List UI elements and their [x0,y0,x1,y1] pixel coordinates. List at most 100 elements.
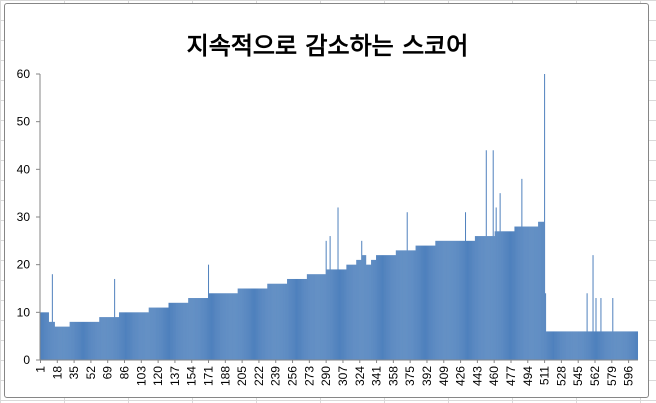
bar [88,321,90,360]
y-tick-label: 0 [23,353,30,367]
bar [431,245,433,360]
bar [98,321,100,360]
bar [217,293,219,360]
bar [523,226,525,360]
bar [374,259,376,360]
bar [602,331,604,360]
y-tick-label: 40 [17,162,31,176]
bar [323,274,325,360]
bar [577,331,579,360]
bar [211,293,212,360]
bar [393,255,395,360]
bar [102,317,104,360]
x-tick-label: 545 [571,366,585,386]
bar [361,240,363,360]
bar [319,274,321,360]
bar [598,331,600,360]
bar [458,240,460,360]
bar [386,255,388,360]
bar [315,274,317,360]
bar [223,293,225,360]
bar [145,312,147,360]
bar [509,231,511,360]
bar [606,331,608,360]
bar [605,331,607,360]
bar [111,317,113,360]
bar [520,226,522,360]
bar [335,269,337,360]
bar [468,240,470,360]
bar [427,245,429,360]
bar [539,221,541,360]
bar [301,278,303,360]
bar [53,321,55,360]
bar [478,236,480,360]
bar [298,278,300,360]
bar [399,250,401,360]
bar [115,317,117,360]
bar [589,331,591,360]
chart-frame[interactable]: 지속적으로 감소하는 스코어 0 10 20 30 40 50 60 1 18 35 52 69 86… [4,3,649,398]
x-tick-label: 307 [336,366,350,386]
bar [447,240,449,360]
bar [127,312,129,360]
bar [356,259,358,360]
bar [52,321,54,360]
bar [547,331,549,360]
bar [154,307,156,360]
bar [107,317,109,360]
bar [93,321,95,360]
bar [576,331,578,360]
bar [322,274,324,360]
bar [104,317,106,360]
bar [617,331,619,360]
bar [542,221,544,360]
y-tick-label: 30 [17,210,31,224]
x-tick-label: 18 [50,366,64,380]
bar [243,288,245,360]
bar [387,255,389,360]
bar [72,321,74,360]
bar [89,321,91,360]
bar [164,307,166,360]
x-tick-label: 273 [302,366,316,386]
bar [106,317,108,360]
bar [369,264,371,360]
bar [71,321,73,360]
bar [608,331,610,360]
bar [83,321,85,360]
bar [57,326,59,360]
bar [570,331,572,360]
bar [245,288,247,360]
bar [321,274,323,360]
bar [329,236,331,360]
bar [137,312,139,360]
bar [158,307,160,360]
bar [317,274,319,360]
bar [467,240,468,360]
bar [241,288,243,360]
bar [168,302,170,360]
bar [381,255,383,360]
bar [326,269,328,360]
bar [274,283,276,360]
bar [560,331,562,360]
bar [594,331,596,360]
bar [280,283,282,360]
bar [118,317,120,360]
bar [601,331,603,360]
bar [174,302,176,360]
bar [360,259,362,360]
bar [508,231,510,360]
bar [623,331,625,360]
bar [614,331,616,360]
bar [92,321,94,360]
bar [554,331,556,360]
bar [212,293,214,360]
bar [556,331,558,360]
bar [534,226,536,360]
bar [165,307,167,360]
bar [59,326,61,360]
bar [358,259,360,360]
bar [500,231,502,360]
